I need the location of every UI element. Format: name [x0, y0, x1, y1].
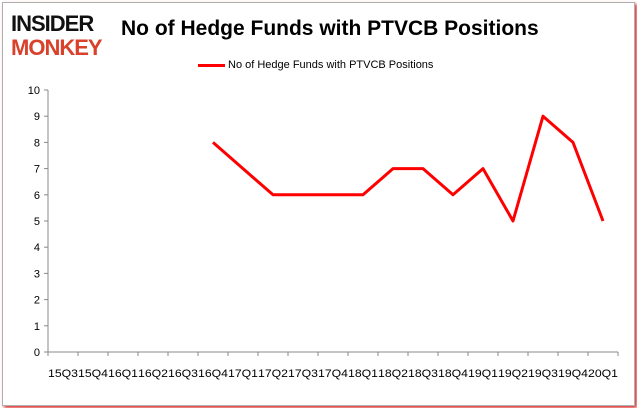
svg-text:MONKEY: MONKEY [11, 35, 103, 59]
y-tick-label: 4 [34, 242, 40, 254]
legend-label: No of Hedge Funds with PTVCB Positions [228, 59, 434, 71]
x-tick-label: 17Q3 [288, 368, 318, 380]
x-tick-label: 19Q4 [558, 368, 588, 380]
x-tick-label: 18Q2 [378, 368, 408, 380]
svg-text:INSIDER: INSIDER [11, 11, 94, 36]
y-tick-label: 9 [34, 111, 40, 123]
y-tick-label: 2 [34, 295, 40, 307]
x-tick-label: 18Q4 [438, 368, 468, 380]
y-tick-label: 5 [34, 216, 40, 228]
y-tick-label: 1 [34, 321, 40, 333]
y-tick-label: 0 [34, 347, 40, 359]
y-tick-label: 3 [34, 268, 40, 280]
x-tick-label: 17Q1 [228, 368, 258, 380]
x-tick-label: 15Q3 [48, 368, 78, 380]
x-tick-label: 16Q4 [198, 368, 228, 380]
series-line [212, 114, 605, 223]
x-tick-label: 17Q4 [318, 368, 348, 380]
x-tick-label: 16Q3 [168, 368, 198, 380]
y-tick-label: 7 [34, 164, 40, 176]
x-tick-label: 19Q2 [498, 368, 528, 380]
insider-monkey-logo: INSIDER MONKEY [11, 11, 104, 59]
x-tick-label: 19Q1 [468, 368, 498, 380]
x-tick-label: 19Q3 [528, 368, 558, 380]
x-tick-label: 16Q2 [138, 368, 168, 380]
x-tick-label: 16Q1 [108, 368, 138, 380]
x-tick-label: 18Q3 [408, 368, 438, 380]
x-tick-label: 17Q2 [258, 368, 288, 380]
plot-area: 0 1 2 3 4 5 6 7 8 9 10 15Q3 15Q4 16Q1 16Q2 16Q3 16Q4 17Q1… [28, 85, 619, 380]
legend-swatch [198, 63, 225, 67]
y-tick-label: 10 [28, 85, 40, 97]
y-tick-label: 8 [34, 137, 40, 149]
legend: No of Hedge Funds with PTVCB Positions [198, 59, 433, 71]
chart-title: No of Hedge Funds with PTVCB Positions [121, 17, 539, 40]
x-tick-label: 15Q4 [78, 368, 108, 380]
x-tick-label: 20Q1 [588, 368, 618, 380]
x-tick-label: 18Q1 [348, 368, 378, 380]
y-tick-label: 6 [34, 190, 40, 202]
